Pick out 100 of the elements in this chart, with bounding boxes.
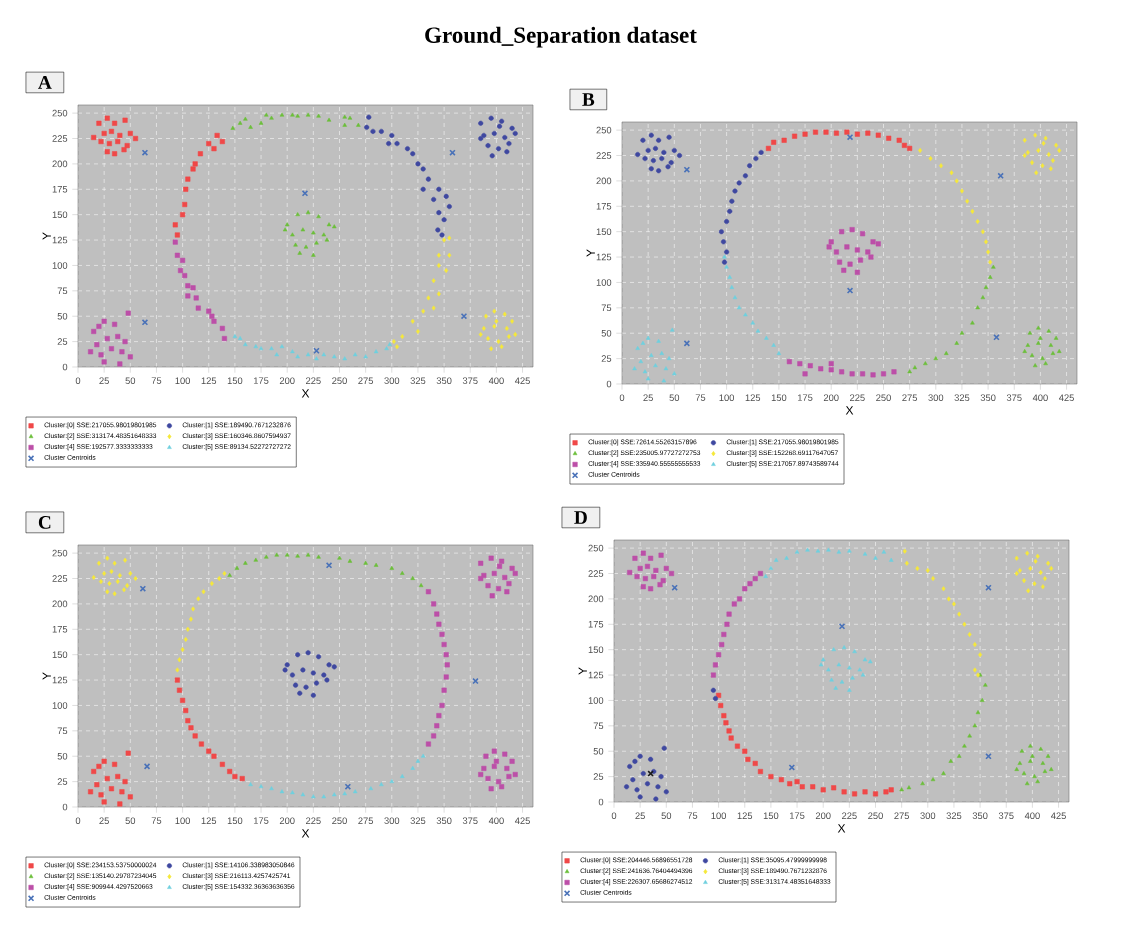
point <box>904 560 909 566</box>
point <box>94 342 100 348</box>
point <box>400 570 405 575</box>
x-tick-label: 50 <box>661 812 672 819</box>
point <box>513 331 518 338</box>
point <box>881 549 887 554</box>
point <box>491 130 497 136</box>
point <box>494 318 499 324</box>
point <box>1025 342 1031 347</box>
point <box>290 349 295 354</box>
point <box>1034 170 1039 176</box>
point <box>509 758 515 764</box>
point <box>495 586 502 592</box>
point <box>439 232 445 238</box>
x-tick-label: 200 <box>279 377 295 384</box>
point <box>420 186 426 192</box>
point <box>506 774 512 780</box>
point <box>274 352 279 357</box>
point <box>400 333 405 340</box>
point <box>745 756 751 762</box>
point <box>764 335 769 340</box>
point <box>799 784 805 790</box>
point <box>847 261 853 267</box>
point <box>447 235 452 241</box>
x-tick-label: 125 <box>201 817 217 824</box>
point <box>504 325 509 331</box>
point <box>324 237 330 242</box>
point <box>313 680 320 686</box>
point <box>984 239 988 245</box>
point <box>723 720 729 726</box>
point <box>852 649 857 654</box>
point <box>177 267 184 274</box>
x-tick-label: 300 <box>384 377 400 384</box>
point <box>326 222 332 227</box>
point <box>1027 330 1033 335</box>
point <box>671 147 677 153</box>
text: Ground_Separation dataset <box>425 26 697 48</box>
point <box>776 350 782 355</box>
point <box>352 352 358 357</box>
point <box>805 547 810 552</box>
point <box>195 305 201 311</box>
point <box>316 113 321 118</box>
point <box>444 662 450 668</box>
point <box>222 570 227 576</box>
point <box>227 572 232 577</box>
point <box>659 350 664 355</box>
point <box>221 336 227 342</box>
point <box>818 366 824 372</box>
point <box>915 565 920 571</box>
point <box>1022 137 1027 143</box>
point <box>818 662 824 667</box>
point <box>497 563 503 569</box>
point <box>478 120 484 126</box>
y-tick-label: 125 <box>596 253 612 261</box>
point <box>478 560 484 566</box>
point <box>248 124 253 129</box>
x-tick-label: 75 <box>695 394 706 401</box>
point <box>907 369 912 374</box>
x-tick-label: 400 <box>1032 394 1048 401</box>
point <box>436 210 442 216</box>
point <box>496 339 501 345</box>
point <box>1041 140 1046 146</box>
point <box>117 801 123 807</box>
point <box>492 323 497 329</box>
x-axis-title: X <box>837 824 846 833</box>
point <box>303 244 309 249</box>
point <box>669 570 675 577</box>
point <box>1040 356 1045 361</box>
point <box>316 554 321 559</box>
point <box>1032 774 1037 779</box>
point <box>644 781 651 787</box>
point <box>185 293 191 299</box>
y-tick-label: 250 <box>588 544 604 552</box>
point <box>331 664 337 670</box>
point <box>722 254 727 259</box>
point <box>119 349 125 355</box>
point <box>389 779 395 784</box>
x-axis-title: X <box>301 829 310 838</box>
point <box>781 137 787 143</box>
point <box>316 654 322 660</box>
point <box>182 201 188 208</box>
point <box>311 252 316 257</box>
point <box>96 763 102 769</box>
point <box>747 163 753 169</box>
point <box>836 662 842 667</box>
point <box>279 344 285 349</box>
point <box>279 789 285 794</box>
x-tick-label: 100 <box>175 377 191 384</box>
x-tick-label: 400 <box>488 377 504 384</box>
point <box>324 677 330 683</box>
point <box>300 667 306 673</box>
point <box>400 774 405 778</box>
point <box>506 141 512 147</box>
point <box>732 188 738 194</box>
point <box>98 792 104 798</box>
point <box>128 570 133 576</box>
point <box>886 135 892 141</box>
point <box>860 371 866 377</box>
point <box>820 787 826 793</box>
point <box>928 156 933 162</box>
